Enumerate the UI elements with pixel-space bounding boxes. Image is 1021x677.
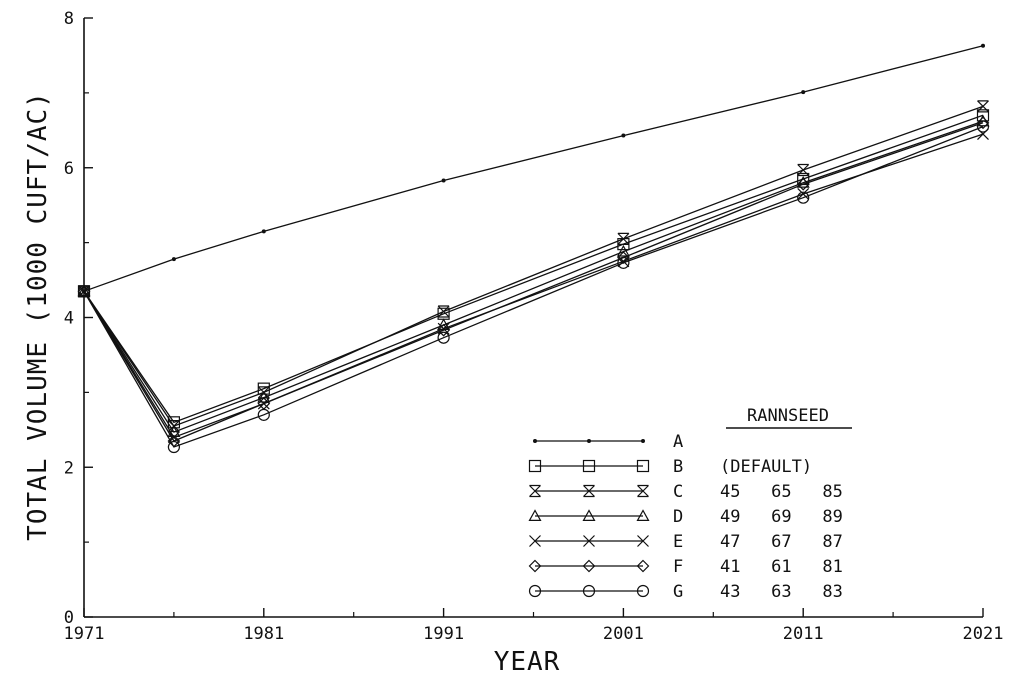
legend: RANNSEED AB (DEFAULT) C 45 65 85 D 49 69 89 E 47…: [528, 406, 852, 602]
legend-entry-d: D 49 69 89: [528, 507, 843, 527]
point-triangle: [528, 509, 542, 522]
point-dot: [621, 133, 626, 138]
legend-annotation: 49 69 89: [720, 507, 843, 527]
point-x-bar: [637, 484, 649, 498]
point-dot: [441, 178, 446, 183]
point-square: [636, 459, 650, 473]
legend-label: D: [673, 507, 683, 527]
legend-label: A: [673, 432, 683, 452]
point-triangle: [77, 284, 91, 297]
point-x-bar: [583, 484, 595, 498]
point-circle: [77, 285, 91, 298]
point-circle: [257, 408, 270, 421]
point-dot: [533, 439, 537, 443]
point-triangle: [582, 509, 596, 522]
point-square: [528, 459, 542, 473]
legend-header: RANNSEED: [747, 406, 829, 426]
point-x: [583, 535, 595, 547]
y-tick-label: 6: [64, 159, 74, 179]
series-line: [83, 125, 984, 448]
point-square: [257, 382, 270, 395]
point-x-bar: [529, 484, 541, 498]
point-diamond: [528, 559, 542, 573]
y-tick-label: 8: [64, 9, 74, 29]
point-circle: [976, 120, 990, 133]
axes: 1971 1981 1991 2001 2011 2021 0 2 4 6 8: [64, 9, 1004, 644]
point-triangle: [257, 390, 271, 403]
legend-entry-b: B (DEFAULT): [528, 457, 812, 477]
legend-label: C: [673, 482, 683, 502]
y-tick-label: 0: [64, 608, 74, 628]
point-diamond: [796, 177, 810, 191]
legend-annotation: 43 63 83: [720, 582, 843, 602]
series-line: [83, 105, 984, 427]
point-triangle: [636, 509, 650, 522]
series-e: [78, 128, 989, 444]
y-axis-title: TOTAL VOLUME (1000 CUFT/AC): [23, 91, 53, 541]
series-c: [78, 100, 989, 433]
legend-entry-e: E 47 67 87: [529, 532, 843, 552]
legend-entry-f: F 41 61 81: [528, 557, 843, 577]
point-x-bar: [437, 305, 450, 318]
point-x-bar: [977, 100, 989, 113]
point-x: [529, 535, 541, 547]
legend-label: E: [673, 532, 683, 552]
x-tick-label: 1981: [243, 624, 284, 644]
series-line: [83, 114, 984, 424]
legend-annotation: 41 61 81: [720, 557, 843, 577]
point-circle: [167, 440, 180, 454]
point-triangle: [616, 244, 630, 257]
point-diamond: [636, 559, 650, 573]
legend-label: F: [673, 557, 683, 577]
point-dot: [981, 43, 985, 48]
point-circle: [636, 584, 650, 598]
point-circle: [797, 191, 810, 204]
point-dot: [171, 257, 176, 262]
x-tick-label: 2001: [603, 624, 644, 644]
x-tick-label: 1971: [64, 624, 105, 644]
series-group: [77, 43, 990, 454]
legend-label: G: [673, 582, 683, 602]
x-tick-label: 1991: [423, 624, 464, 644]
point-x: [797, 188, 810, 200]
point-x-bar: [797, 163, 810, 177]
point-circle: [617, 256, 630, 269]
point-circle: [528, 584, 542, 598]
point-diamond: [437, 323, 450, 337]
series-line: [83, 120, 984, 433]
x-axis-title: YEAR: [494, 647, 561, 677]
x-tick-label: 2021: [963, 624, 1004, 644]
legend-annotation: 47 67 87: [720, 532, 843, 552]
point-dot: [801, 90, 806, 95]
series-d: [77, 114, 990, 438]
point-circle: [437, 331, 450, 344]
point-x-bar: [617, 232, 630, 245]
point-diamond: [582, 559, 596, 573]
legend-entry-g: G 43 63 83: [528, 582, 843, 602]
point-diamond: [976, 116, 990, 130]
legend-entry-a: A: [533, 432, 683, 452]
legend-annotation: 45 65 85: [720, 482, 843, 502]
y-tick-label: 4: [64, 309, 74, 329]
y-tick-label: 2: [64, 458, 74, 478]
point-circle: [582, 584, 596, 598]
legend-annotation: (DEFAULT): [720, 457, 812, 477]
point-dot: [261, 229, 266, 234]
series-g: [77, 120, 990, 454]
point-x: [637, 535, 649, 547]
legend-entry-c: C 45 65 85: [529, 482, 843, 502]
series-line: [83, 122, 984, 442]
point-dot: [587, 439, 591, 443]
point-dot: [641, 439, 645, 443]
legend-label: B: [673, 457, 683, 477]
x-tick-label: 2011: [783, 624, 824, 644]
point-square: [582, 459, 596, 473]
